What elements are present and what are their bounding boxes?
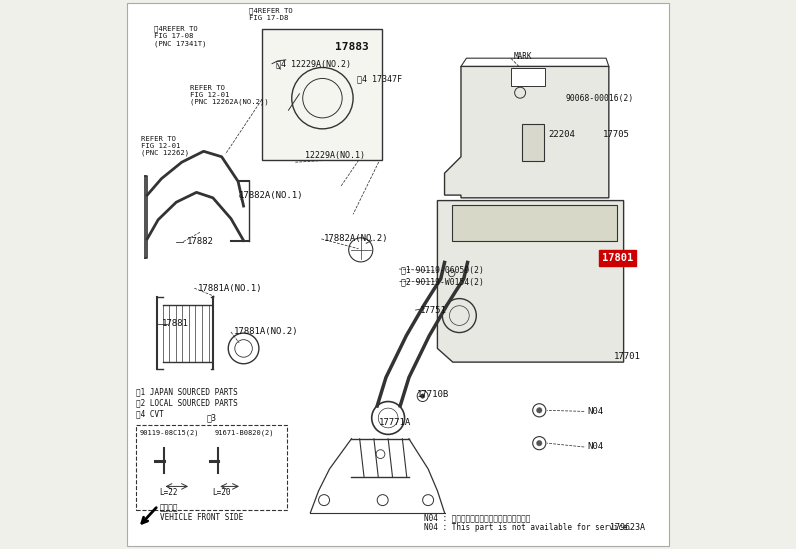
Polygon shape [444,66,609,198]
Text: 17701: 17701 [615,352,642,361]
Text: N04 : This part is not available for service.: N04 : This part is not available for ser… [424,523,632,532]
Text: L=20: L=20 [213,488,231,497]
Text: ※4REFER TO
FIG 17-08
(PNC 17341T): ※4REFER TO FIG 17-08 (PNC 17341T) [154,26,207,47]
Bar [262,29,381,160]
Text: ※4REFER TO
FIG 17-D8: ※4REFER TO FIG 17-D8 [249,8,293,21]
Circle shape [537,440,542,446]
Text: N04 : この部品については補給していません: N04 : この部品については補給していません [424,514,531,523]
Text: 17801: 17801 [602,253,633,263]
Text: 17881A(NO.2): 17881A(NO.2) [234,328,298,337]
Text: ※2 90119-W0154(2): ※2 90119-W0154(2) [400,277,484,286]
Text: ※1 JAPAN SOURCED PARTS: ※1 JAPAN SOURCED PARTS [136,388,238,397]
Text: MARK: MARK [513,52,532,61]
Text: 90068-00016(2): 90068-00016(2) [565,94,634,103]
Text: 17881: 17881 [162,320,189,328]
Text: 17882: 17882 [187,237,214,246]
Text: 17705: 17705 [603,130,630,139]
Text: ※1 90119-06059(2): ※1 90119-06059(2) [400,266,484,274]
FancyBboxPatch shape [127,3,669,546]
Text: 17881A(NO.1): 17881A(NO.1) [198,284,263,293]
Text: N04: N04 [587,407,603,416]
Text: N04: N04 [587,442,603,451]
Bar [521,124,544,161]
Bar [451,205,617,240]
Text: 12229A(NO.1): 12229A(NO.1) [305,151,365,160]
Polygon shape [438,200,623,362]
Bar [136,425,287,510]
Text: ※4 12229A(NO.2): ※4 12229A(NO.2) [276,59,351,68]
Text: 17771A: 17771A [379,418,411,427]
Text: 91671-B0820(2): 91671-B0820(2) [215,429,275,436]
Text: 17883: 17883 [335,42,369,52]
Text: 車両前方
VEHICLE FRONT SIDE: 車両前方 VEHICLE FRONT SIDE [160,503,243,523]
Text: 17882A(NO.1): 17882A(NO.1) [239,191,304,200]
Text: 179623A: 179623A [611,523,646,532]
Text: REFER TO
FIG 12-01
(PNC 12262): REFER TO FIG 12-01 (PNC 12262) [141,136,189,156]
Text: ※3: ※3 [206,413,217,423]
Text: L=22: L=22 [158,488,178,497]
Circle shape [537,407,542,413]
Text: 17882A(NO.2): 17882A(NO.2) [324,234,388,243]
Text: 17710B: 17710B [417,390,450,400]
Text: ※2 LOCAL SOURCED PARTS: ※2 LOCAL SOURCED PARTS [136,399,238,408]
Text: REFER TO
FIG 12-01
(PNC 12262A(NO.2)): REFER TO FIG 12-01 (PNC 12262A(NO.2)) [190,85,269,105]
Text: ※4 17347F: ※4 17347F [357,74,402,83]
Text: 22204: 22204 [548,130,576,139]
Bar [511,68,544,86]
Text: ※4 CVT: ※4 CVT [136,410,164,419]
Text: 90119-08C15(2): 90119-08C15(2) [139,429,199,436]
Text: 17751: 17751 [420,306,447,315]
Circle shape [420,394,425,398]
